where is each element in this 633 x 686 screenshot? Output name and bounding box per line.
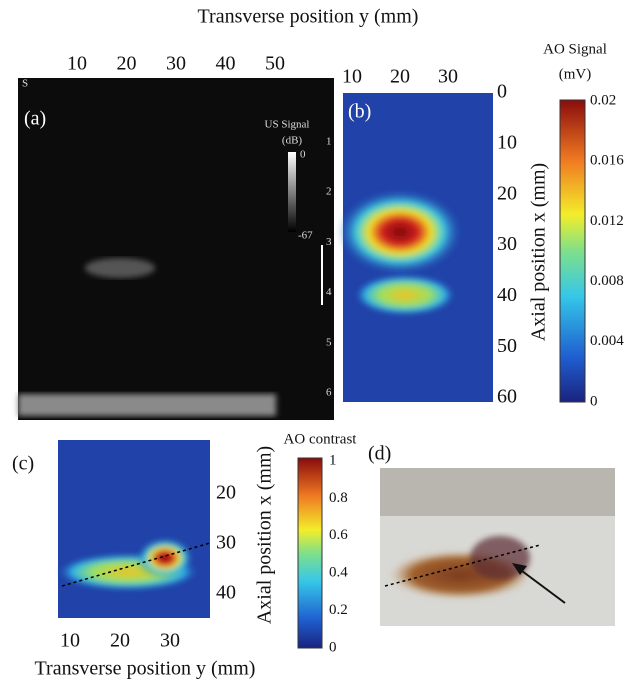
y-tick-label: 40 <box>216 582 236 604</box>
x-tick-label: 20 <box>110 630 130 652</box>
us-colorbar-title: US Signal <box>265 119 310 131</box>
y-tick-label: 20 <box>497 182 517 204</box>
x-tick-label: 30 <box>166 53 186 75</box>
colorbar-title: AO contrast <box>284 431 358 447</box>
colorbar-tick-label: 0.008 <box>590 273 624 289</box>
corner-mark: S <box>22 78 28 90</box>
panel-label: (d) <box>368 443 391 465</box>
colorbar-tick-label: 0.6 <box>329 527 348 543</box>
colorbar-tick-label: 0.02 <box>590 92 616 108</box>
us-lesion <box>85 258 155 278</box>
us-colorbar-min: -67 <box>298 230 313 242</box>
us-image <box>18 78 334 420</box>
colorbar-tick-label: 0.2 <box>329 602 348 618</box>
us-bottom-band <box>18 394 276 416</box>
y-tick-label: 30 <box>497 233 517 255</box>
x-tick-label: 50 <box>265 53 285 75</box>
depth-tick-label: 4 <box>326 286 332 298</box>
y-tick-label: 40 <box>497 284 517 306</box>
panel-label: (c) <box>12 453 34 475</box>
x-axis-label: Transverse position y (mm) <box>35 658 256 680</box>
dashed-line <box>61 542 211 587</box>
y-tick-label: 30 <box>216 532 236 554</box>
arrow <box>517 567 566 604</box>
us-colorbar <box>288 152 296 232</box>
y-tick-label: 20 <box>216 482 236 504</box>
colorbar-tick-label: 0.4 <box>329 565 348 581</box>
x-tick-label: 10 <box>67 53 87 75</box>
dashed-line <box>384 544 541 587</box>
depth-tick-label: 2 <box>326 186 332 198</box>
y-axis-label: Axial position x (mm) <box>254 446 276 624</box>
ruler <box>380 468 615 516</box>
x-tick-label: 20 <box>390 66 410 88</box>
panel-label: (a) <box>24 108 46 130</box>
y-tick-label: 0 <box>497 81 507 103</box>
top-xlabel: Transverse position y (mm) <box>198 6 419 28</box>
depth-tick-label: 3 <box>326 236 332 248</box>
colorbar-tick-label: 0.016 <box>590 153 624 169</box>
us-colorbar-unit: (dB) <box>282 135 303 147</box>
depth-tick-label: 6 <box>326 387 332 399</box>
colorbar-tick-label: 0 <box>329 639 337 655</box>
y-axis-label: Axial position x (mm) <box>528 163 550 341</box>
ao-blob <box>137 538 193 578</box>
x-tick-label: 10 <box>342 66 362 88</box>
y-tick-label: 10 <box>497 131 517 153</box>
depth-tick-label: 1 <box>326 136 332 148</box>
depth-tick-label: 5 <box>326 336 332 348</box>
colorbar-tick-label: 0 <box>590 393 598 409</box>
colorbar-title: AO Signal <box>543 41 607 57</box>
tissue <box>470 536 530 580</box>
ao-image <box>58 440 210 618</box>
y-tick-label: 60 <box>497 386 517 408</box>
colorbar-unit: (mV) <box>559 66 592 82</box>
x-tick-label: 30 <box>160 630 180 652</box>
x-tick-label: 30 <box>438 66 458 88</box>
us-colorbar-max: 0 <box>300 149 306 161</box>
arrow-head <box>512 563 527 575</box>
colorbar <box>559 99 586 403</box>
colorbar-tick-label: 0.004 <box>590 333 624 349</box>
colorbar-tick-label: 0.012 <box>590 213 624 229</box>
x-tick-label: 20 <box>117 53 137 75</box>
ao-blob <box>338 190 462 274</box>
colorbar <box>297 457 323 649</box>
colorbar-tick-label: 0.8 <box>329 490 348 506</box>
y-tick-label: 50 <box>497 335 517 357</box>
ao-blob <box>355 275 455 315</box>
x-tick-label: 40 <box>216 53 236 75</box>
panel-label: (b) <box>348 101 371 123</box>
x-tick-label: 10 <box>60 630 80 652</box>
colorbar-tick-label: 1 <box>329 452 337 468</box>
